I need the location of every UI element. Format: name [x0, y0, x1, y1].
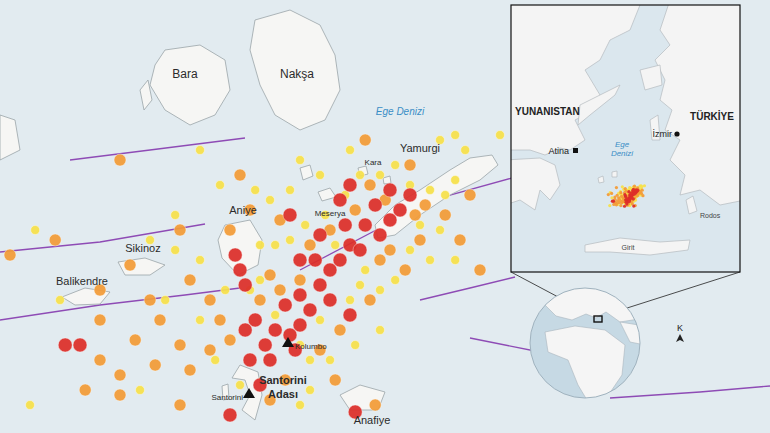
- svg-text:Kara: Kara: [365, 158, 382, 167]
- svg-text:Kolumbo: Kolumbo: [295, 342, 327, 351]
- svg-text:Rodos: Rodos: [700, 212, 721, 219]
- svg-text:Meserya: Meserya: [315, 209, 346, 218]
- svg-text:Ege Denizi: Ege Denizi: [376, 106, 425, 117]
- svg-text:EgeDenizi: EgeDenizi: [611, 140, 633, 158]
- svg-text:K: K: [677, 323, 683, 333]
- svg-text:Aniye: Aniye: [229, 204, 257, 216]
- svg-text:Santorini: Santorini: [211, 393, 243, 402]
- svg-text:SantoriniAdası: SantoriniAdası: [259, 374, 307, 400]
- svg-text:Balikendre: Balikendre: [56, 275, 108, 287]
- svg-text:YUNANISTAN: YUNANISTAN: [515, 106, 580, 117]
- svg-text:Anafiye: Anafiye: [354, 414, 391, 426]
- svg-text:Atina: Atina: [548, 146, 569, 156]
- svg-text:Sikinoz: Sikinoz: [125, 242, 160, 254]
- svg-text:Yamurgi: Yamurgi: [400, 142, 440, 154]
- svg-text:TÜRKİYE: TÜRKİYE: [690, 110, 734, 122]
- svg-text:Bara: Bara: [172, 67, 198, 81]
- svg-text:Nakşa: Nakşa: [280, 67, 314, 81]
- svg-text:Girit: Girit: [622, 244, 635, 251]
- svg-text:İzmir: İzmir: [653, 129, 673, 139]
